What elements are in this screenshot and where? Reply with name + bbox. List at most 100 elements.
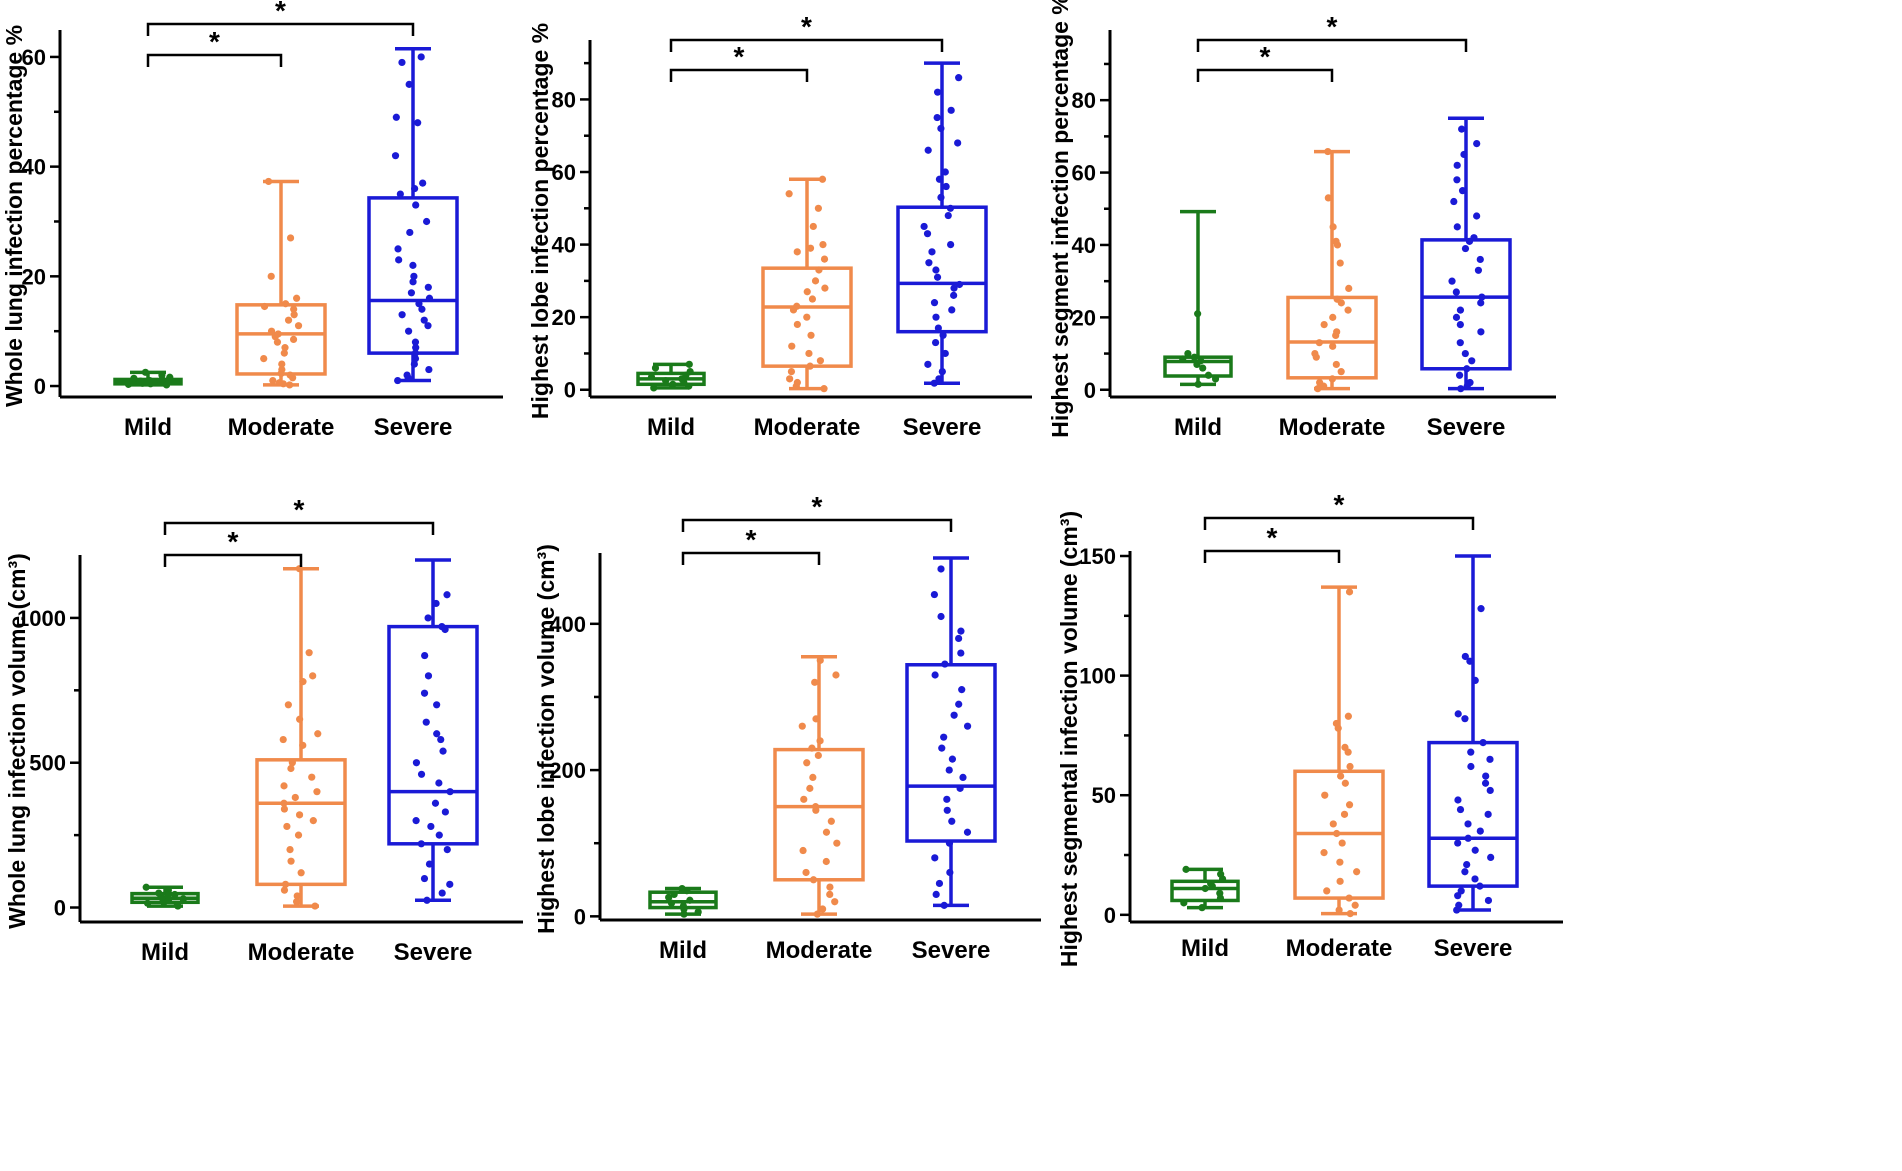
- data-point: [809, 773, 817, 781]
- data-point: [280, 886, 289, 894]
- data-point: [1346, 910, 1354, 918]
- data-point: [425, 365, 433, 374]
- data-point: [143, 899, 152, 907]
- box-moderate: [255, 565, 347, 910]
- data-point: [422, 217, 431, 226]
- data-point: [1341, 743, 1349, 751]
- data-point: [425, 294, 434, 302]
- data-point: [1333, 295, 1341, 303]
- data-point: [948, 306, 956, 314]
- data-point: [686, 896, 694, 904]
- data-point: [1198, 904, 1206, 912]
- y-tick-label: 100: [1079, 664, 1116, 689]
- data-point: [945, 766, 953, 774]
- data-point: [171, 890, 179, 899]
- data-point: [1345, 801, 1354, 809]
- category-label-severe: Severe: [1434, 935, 1513, 962]
- y-axis-label: Highest segment infection percentage %: [1047, 0, 1073, 438]
- data-point: [405, 80, 413, 88]
- data-point: [1320, 321, 1328, 329]
- data-point: [1336, 259, 1344, 267]
- data-point: [818, 175, 827, 183]
- data-point: [403, 371, 411, 379]
- data-point: [946, 868, 954, 877]
- y-tick-label: 400: [549, 612, 586, 637]
- category-label-moderate: Moderate: [228, 414, 335, 441]
- data-point: [948, 755, 957, 763]
- data-point: [963, 828, 972, 836]
- data-point: [443, 591, 451, 599]
- data-point: [1487, 853, 1495, 862]
- data-point: [1453, 176, 1461, 184]
- data-point: [1341, 779, 1349, 787]
- box-iqr: [387, 624, 479, 846]
- data-point: [947, 240, 955, 249]
- data-point: [1338, 839, 1346, 847]
- data-point: [288, 759, 296, 767]
- data-point: [280, 805, 289, 813]
- data-point: [793, 302, 801, 310]
- data-point: [814, 204, 822, 212]
- category-label-moderate: Moderate: [766, 937, 873, 964]
- data-point: [1471, 676, 1479, 684]
- data-point: [308, 773, 316, 781]
- data-point: [679, 902, 688, 910]
- data-point: [269, 376, 277, 385]
- box-iqr: [1427, 740, 1519, 888]
- data-point: [398, 58, 406, 67]
- y-tick-label: 0: [564, 378, 576, 403]
- data-point: [815, 266, 823, 274]
- data-point: [793, 248, 801, 256]
- data-point: [411, 338, 420, 346]
- data-point: [924, 146, 932, 154]
- data-point: [662, 377, 670, 385]
- data-point: [417, 770, 426, 778]
- category-label-severe: Severe: [374, 414, 453, 441]
- data-point: [1201, 884, 1209, 893]
- y-axis-label: Highest lobe infection percentage %: [527, 23, 553, 419]
- y-axis-label: Whole lung infection volume (cm³): [4, 553, 30, 929]
- y-tick-label: 50: [1092, 783, 1116, 808]
- data-point: [954, 139, 962, 147]
- data-point: [1456, 306, 1465, 314]
- data-point: [816, 656, 824, 664]
- significance-star: *: [1260, 41, 1271, 72]
- box-mild: [1163, 209, 1233, 388]
- data-point: [950, 284, 958, 292]
- data-point: [1479, 738, 1487, 747]
- data-point: [937, 612, 945, 621]
- data-point: [1207, 880, 1215, 888]
- significance-star: *: [294, 494, 305, 525]
- data-point: [805, 349, 813, 358]
- data-point: [433, 701, 441, 709]
- y-tick-label: 60: [552, 160, 576, 185]
- data-point: [1345, 588, 1354, 596]
- data-point: [938, 744, 946, 752]
- data-point: [296, 715, 304, 723]
- data-point: [435, 779, 443, 787]
- box-moderate: [773, 654, 865, 918]
- data-point: [686, 367, 694, 376]
- data-point: [419, 179, 427, 187]
- data-point: [923, 230, 932, 238]
- data-point: [284, 316, 293, 324]
- data-point: [678, 884, 686, 893]
- data-point: [786, 375, 794, 383]
- data-point: [293, 294, 301, 302]
- y-axis-label: Highest lobe infection volume (cm³): [533, 544, 559, 934]
- data-point: [785, 190, 793, 198]
- data-point: [1463, 365, 1471, 373]
- data-point: [925, 259, 933, 267]
- data-point: [1467, 748, 1475, 756]
- data-point: [1456, 321, 1464, 329]
- data-point: [412, 344, 420, 352]
- data-point: [667, 899, 676, 907]
- y-tick-label: 80: [552, 87, 576, 112]
- y-tick-label: 20: [22, 264, 46, 289]
- data-point: [942, 182, 950, 191]
- data-point: [173, 901, 181, 909]
- data-point: [800, 795, 808, 803]
- data-point: [934, 88, 942, 96]
- data-point: [275, 379, 283, 387]
